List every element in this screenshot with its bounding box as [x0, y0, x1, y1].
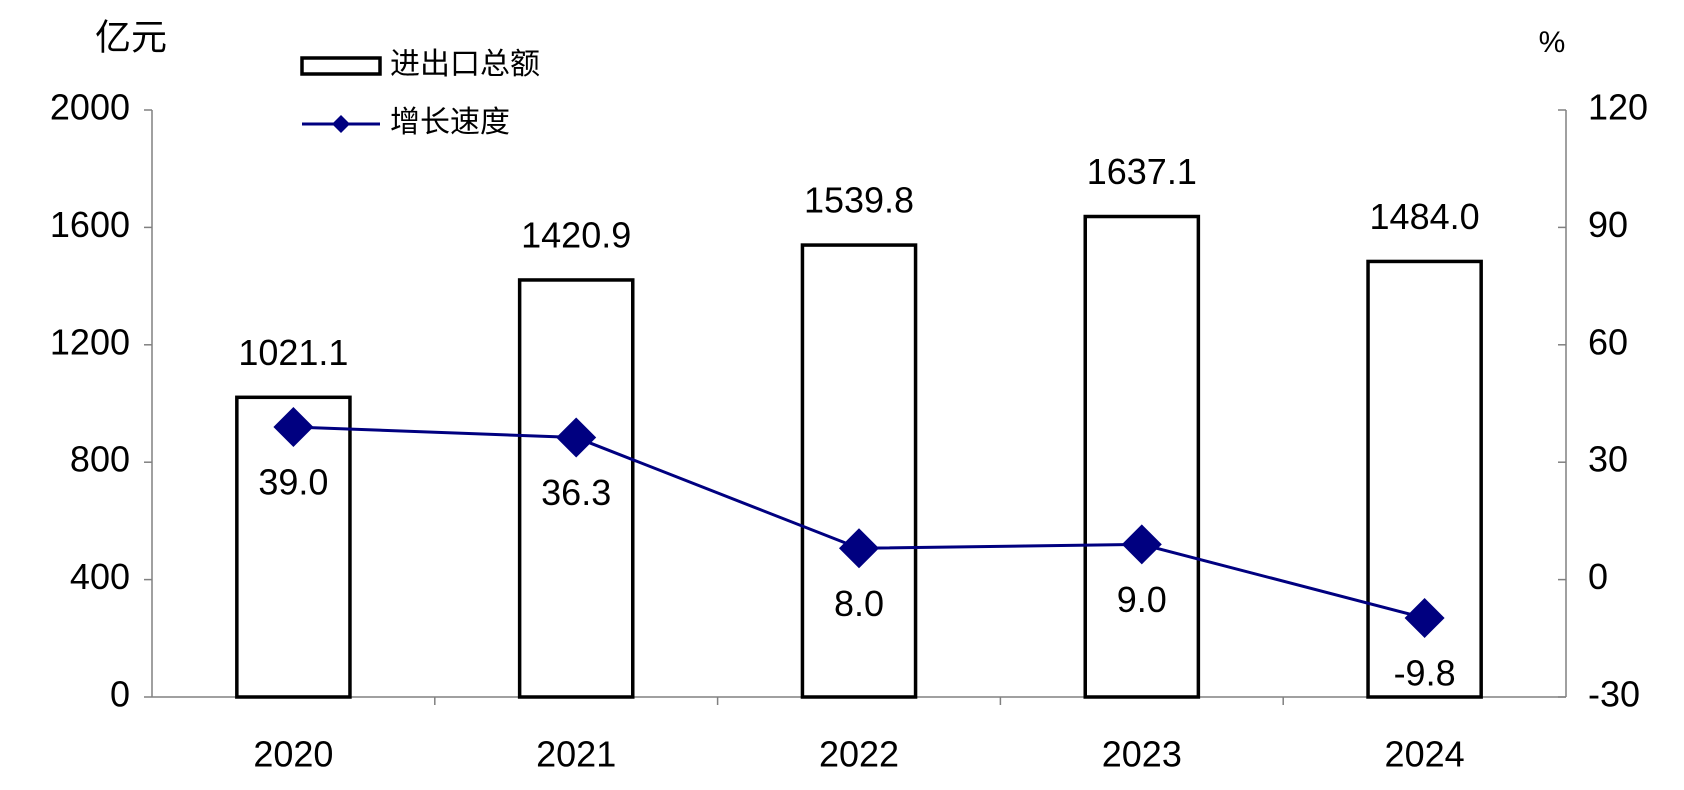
x-tick-label: 2020	[253, 734, 333, 775]
x-tick-label: 2021	[536, 734, 616, 775]
line-marker	[1404, 597, 1445, 638]
bar	[235, 395, 352, 699]
legend-swatch	[300, 56, 382, 76]
bar-value-label: 1484.0	[1370, 196, 1480, 237]
bar-value-label: 1637.1	[1087, 151, 1197, 192]
bar-value-label: 1539.8	[804, 180, 914, 221]
legend-marker	[332, 115, 350, 133]
line-marker	[273, 406, 314, 447]
line-value-label: 39.0	[258, 461, 328, 502]
y-tick-label: 1600	[50, 204, 130, 245]
y2-tick-label: 60	[1588, 321, 1628, 362]
bar	[800, 243, 918, 699]
line-value-label: -9.8	[1394, 652, 1456, 693]
y-tick-label: 2000	[50, 87, 130, 128]
bar	[517, 278, 635, 699]
bar-value-label: 1420.9	[521, 214, 631, 255]
legend-label: 增长速度	[390, 106, 510, 139]
line-marker	[839, 528, 879, 569]
line-marker	[1121, 524, 1162, 565]
line-value-label: 8.0	[834, 583, 884, 624]
line-value-label: 9.0	[1117, 579, 1167, 620]
y2-tick-label: 120	[1588, 87, 1648, 128]
legend-label: 进出口总额	[390, 48, 540, 81]
line-marker	[556, 417, 597, 458]
y2-tick-label: 90	[1588, 204, 1628, 245]
x-tick-label: 2023	[1102, 734, 1182, 775]
y-tick-label: 400	[70, 556, 130, 597]
bar-value-label: 1021.1	[238, 332, 348, 373]
y-tick-label: 0	[110, 674, 130, 715]
y2-unit: %	[1539, 26, 1566, 59]
x-tick-label: 2024	[1385, 734, 1465, 775]
line-value-label: 36.3	[541, 472, 611, 513]
y-unit: 亿元	[95, 17, 167, 58]
x-tick-label: 2022	[819, 734, 899, 775]
y2-tick-label: 0	[1588, 556, 1608, 597]
y2-tick-label: -30	[1588, 674, 1640, 715]
bar	[1083, 214, 1201, 699]
y-tick-label: 1200	[50, 321, 130, 362]
y2-tick-label: 30	[1588, 439, 1628, 480]
y-tick-label: 800	[70, 439, 130, 480]
